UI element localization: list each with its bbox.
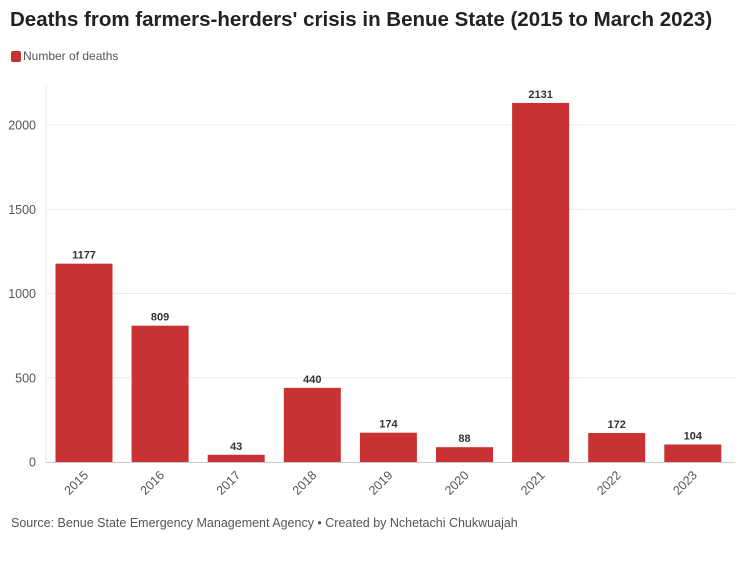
data-label-2023: 104 <box>684 430 703 442</box>
data-labels: 1177 809 43 440 174 88 2131 172 104 <box>72 89 703 453</box>
bar-2022 <box>588 433 646 462</box>
y-tick-label: 1000 <box>8 287 36 301</box>
x-tick-label-2020: 2020 <box>442 468 472 498</box>
bar-2016 <box>131 325 189 462</box>
bar-2015 <box>55 263 113 462</box>
x-tick-label-2019: 2019 <box>366 468 396 498</box>
x-tick-label-2017: 2017 <box>214 468 244 498</box>
data-label-2015: 1177 <box>72 250 96 262</box>
chart-title: Deaths from farmers-herders' crisis in B… <box>10 8 713 31</box>
data-label-2019: 174 <box>379 419 398 431</box>
y-tick-label: 0 <box>29 456 36 470</box>
x-tick-label-2023: 2023 <box>670 468 700 498</box>
data-label-2017: 43 <box>230 441 242 453</box>
y-tick-label: 500 <box>15 371 36 385</box>
data-label-2016: 809 <box>151 312 169 324</box>
x-tick-label-2022: 2022 <box>594 468 624 498</box>
y-tick-label: 2000 <box>8 119 36 133</box>
source-note: Source: Benue State Emergency Management… <box>11 516 518 530</box>
y-axis: 0 500 1000 1500 2000 <box>8 119 36 470</box>
bar-2019 <box>359 432 417 462</box>
bar-2021 <box>512 102 570 462</box>
bar-2020 <box>436 447 493 462</box>
x-tick-label-2015: 2015 <box>62 468 92 498</box>
y-tick-label: 1500 <box>8 203 36 217</box>
legend-swatch <box>11 50 21 62</box>
bar-2023 <box>664 444 722 462</box>
legend-label: Number of deaths <box>23 49 119 63</box>
data-label-2018: 440 <box>303 374 321 386</box>
x-tick-label-2021: 2021 <box>518 468 548 498</box>
x-axis: 2015 2016 2017 2018 2019 2020 2021 2022 2023 <box>62 468 700 498</box>
bar-2018 <box>283 387 341 462</box>
data-label-2022: 172 <box>608 419 626 431</box>
bars <box>55 102 722 462</box>
data-label-2021: 2131 <box>528 89 552 101</box>
x-tick-label-2016: 2016 <box>138 468 168 498</box>
data-label-2020: 88 <box>458 433 470 445</box>
x-tick-label-2018: 2018 <box>290 468 320 498</box>
bar-2017 <box>207 454 265 462</box>
legend: Number of deaths <box>11 49 118 63</box>
